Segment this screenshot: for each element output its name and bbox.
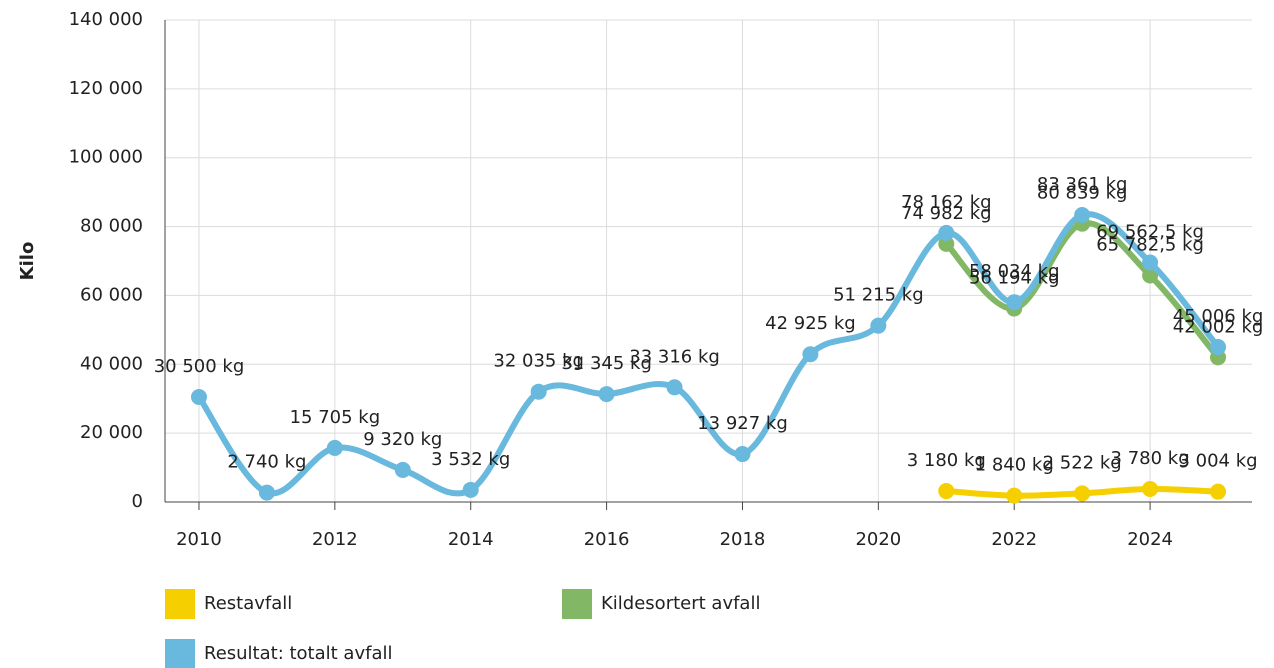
x-tick-label: 2024 <box>1127 529 1173 550</box>
x-tick-label: 2018 <box>720 529 766 550</box>
y-tick-label: 60 000 <box>80 284 143 305</box>
data-label: 31 345 kg <box>561 353 652 374</box>
data-point <box>870 317 887 334</box>
data-label: 74 982 kg <box>901 203 992 224</box>
y-tick-label: 100 000 <box>69 147 143 168</box>
data-point <box>1074 485 1091 502</box>
data-label: 42 925 kg <box>765 313 856 334</box>
data-label: 3 780 kg <box>1111 448 1190 469</box>
data-point <box>734 446 751 463</box>
legend-label: Kildesortert avfall <box>601 593 760 614</box>
data-point <box>190 388 207 405</box>
data-point <box>1142 254 1159 271</box>
legend-swatch <box>165 639 195 668</box>
x-tick-label: 2012 <box>312 529 358 550</box>
data-point <box>1210 483 1227 500</box>
data-label: 2 522 kg <box>1043 452 1122 473</box>
y-tick-label: 40 000 <box>80 353 143 374</box>
data-label: 32 035 kg <box>493 351 584 372</box>
legend-label: Restavfall <box>204 593 292 614</box>
x-tick-label: 2022 <box>991 529 1037 550</box>
data-label: 58 034 kg <box>969 261 1060 282</box>
data-label: 78 162 kg <box>901 192 992 213</box>
data-point <box>394 461 411 478</box>
y-tick-label: 20 000 <box>80 422 143 443</box>
data-label: 3 532 kg <box>431 449 510 470</box>
data-label: 3 180 kg <box>907 450 986 471</box>
x-tick-label: 2016 <box>584 529 630 550</box>
legend-swatch <box>562 589 592 619</box>
data-label: 9 320 kg <box>363 429 442 450</box>
data-point <box>1074 206 1091 223</box>
y-tick-label: 0 <box>132 491 143 512</box>
data-point <box>258 484 275 501</box>
x-tick-label: 2020 <box>855 529 901 550</box>
data-point <box>938 235 955 252</box>
data-point <box>530 383 547 400</box>
series-line <box>195 211 1222 497</box>
data-label: 30 500 kg <box>154 356 245 377</box>
data-point <box>1142 267 1159 284</box>
data-point <box>802 346 819 363</box>
data-point <box>1006 487 1023 504</box>
y-axis-label: Kilo <box>17 242 38 281</box>
data-label: 42 002 kg <box>1173 316 1264 337</box>
data-point <box>598 386 615 403</box>
data-label: 83 361 kg <box>1037 174 1128 195</box>
data-point <box>1006 294 1023 311</box>
data-label: 15 705 kg <box>290 407 381 428</box>
data-label: 45 006 kg <box>1173 306 1264 327</box>
data-label: 51 215 kg <box>833 285 924 306</box>
data-label: 69 562,5 kg <box>1096 222 1204 243</box>
data-point <box>666 379 683 396</box>
y-tick-label: 120 000 <box>69 78 143 99</box>
data-label: 13 927 kg <box>697 413 788 434</box>
y-tick-label: 80 000 <box>80 216 143 237</box>
x-tick-label: 2010 <box>176 529 222 550</box>
data-point <box>938 224 955 241</box>
data-point <box>938 483 955 500</box>
data-point <box>1210 339 1227 356</box>
data-label: 56 194 kg <box>969 268 1060 289</box>
y-tick-label: 140 000 <box>69 9 143 30</box>
data-label: 1 840 kg <box>975 455 1054 476</box>
legend-label: Resultat: totalt avfall <box>204 643 392 664</box>
legend-swatch <box>165 589 195 619</box>
data-label: 33 316 kg <box>629 346 720 367</box>
data-label: 65 782,5 kg <box>1096 235 1204 256</box>
data-label: 2 740 kg <box>227 452 306 473</box>
data-point <box>462 481 479 498</box>
data-label: 80 839 kg <box>1037 183 1128 204</box>
data-point <box>326 439 343 456</box>
data-label: 3 004 kg <box>1178 451 1257 472</box>
x-tick-label: 2014 <box>448 529 494 550</box>
data-point <box>1142 480 1159 497</box>
